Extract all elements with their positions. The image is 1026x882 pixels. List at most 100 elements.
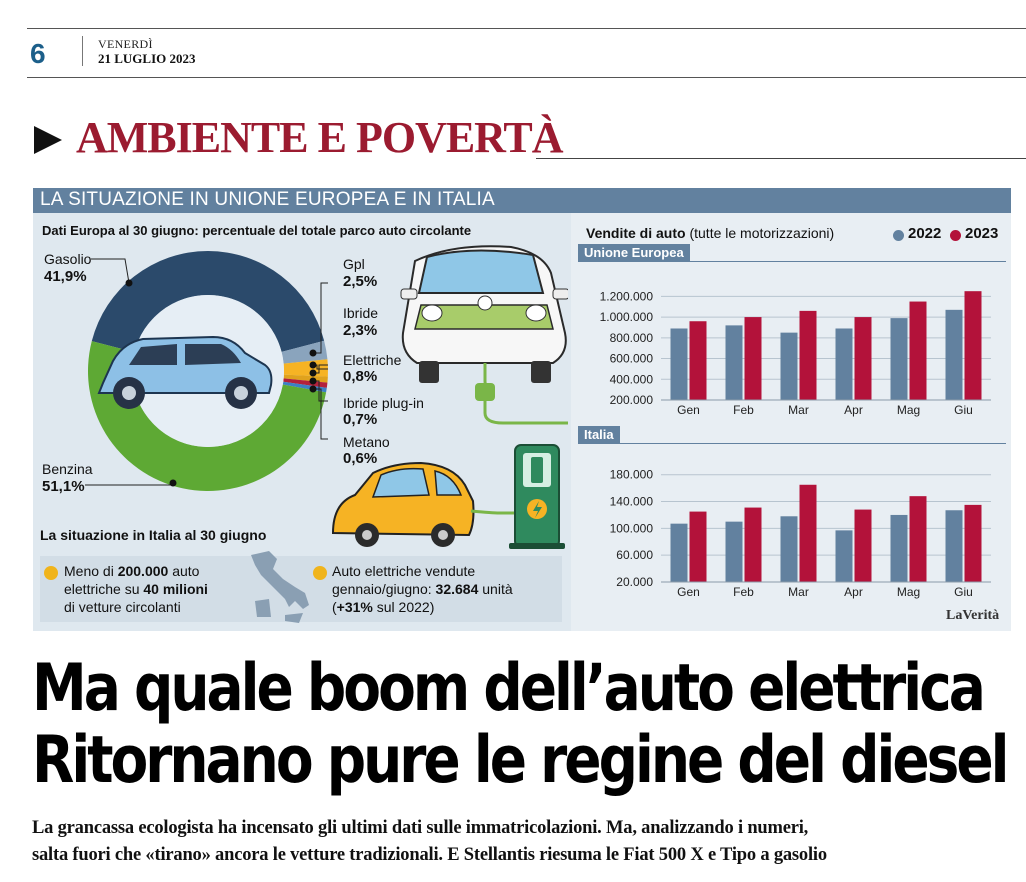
bar-2023-gen [689, 511, 707, 582]
infographic-header-bar [33, 188, 1011, 213]
bar-2023-giu [964, 504, 982, 582]
bullet-dot-icon [313, 566, 327, 580]
fuel-label-gpl: Gpl [343, 256, 365, 272]
bar-2023-mag [909, 496, 927, 582]
donut-slice-ibride-plug-in [283, 378, 328, 388]
italy-map-icon [251, 551, 309, 623]
bar-2022-feb [725, 521, 743, 582]
bar-2023-apr [854, 317, 872, 400]
x-tick-label: Mar [788, 585, 809, 599]
y-tick-label: 400.000 [610, 372, 654, 386]
italy-boxes-bg [40, 556, 562, 622]
y-tick-label: 60.000 [616, 548, 653, 562]
sales-title: Vendite di auto (tutte le motorizzazioni… [586, 225, 834, 241]
bar-2023-gen [689, 321, 707, 400]
italy-fact-2: Auto elettriche vendute gennaio/giugno: … [332, 562, 513, 616]
y-tick-label: 100.000 [610, 521, 654, 535]
bar-2023-feb [744, 317, 762, 400]
legend-label-2022: 2022 [908, 225, 942, 242]
bar-2023-feb [744, 507, 762, 582]
italy-fact-2-text: unità [478, 581, 513, 597]
x-tick-label: Gen [677, 403, 700, 417]
x-tick-label: Apr [844, 585, 863, 599]
italy-fact-1-text: elettriche su [64, 581, 144, 597]
bar-2022-giu [945, 309, 963, 400]
x-tick-label: Mag [897, 403, 920, 417]
donut-slice-gpl [281, 340, 328, 364]
callout-dots [125, 279, 317, 487]
italy-fact-1-number: 40 milioni [143, 581, 208, 597]
issue-date: 21 LUGLIO 2023 [98, 51, 196, 66]
subheadline-line-2: salta fuori che «tirano» ancora le vettu… [32, 845, 827, 865]
fuel-value-elettriche: 0,8% [343, 368, 378, 385]
italy-fact-2-number: 32.684 [435, 581, 479, 597]
electric-car-front-illustration [400, 245, 568, 425]
bar-2022-apr [835, 328, 853, 400]
y-tick-label: 1.000.000 [600, 310, 654, 324]
y-tick-label: 20.000 [616, 575, 653, 589]
italy-fact-1-text: auto [168, 563, 200, 579]
subheadline-line-1: La grancassa ecologista ha incensato gli… [32, 818, 809, 838]
italy-fact-2-text: Auto elettriche vendute [332, 563, 476, 579]
fuel-label-benzina: Benzina [42, 461, 93, 477]
italy-fact-2-text: gennaio/giugno: [332, 581, 436, 597]
x-tick-label: Mag [897, 585, 920, 599]
fuel-value-ibride-plug-in: 0,7% [343, 411, 378, 428]
bar-2023-mag [909, 301, 927, 400]
brand-logo: LaVerità [946, 608, 1000, 623]
italy-title: La situazione in Italia al 30 giugno [40, 527, 267, 543]
fuel-label-metano: Metano [343, 434, 390, 450]
y-tick-label: 180.000 [610, 468, 654, 482]
headline-line-2: Ritornano pure le regine del diesel [32, 722, 1010, 798]
bar-2022-giu [945, 510, 963, 582]
fuel-value-ibride: 2,3% [343, 322, 378, 339]
bar-2023-mar [799, 484, 817, 582]
x-tick-label: Gen [677, 585, 700, 599]
x-tick-label: Giu [954, 585, 973, 599]
chart-tag-italia: Italia [578, 426, 620, 443]
bar-2022-gen [670, 328, 688, 400]
italy-fact-1-text: di vetture circolanti [64, 599, 181, 615]
y-tick-label: 140.000 [610, 495, 654, 509]
bar-2022-feb [725, 325, 743, 400]
bar-2023-apr [854, 509, 872, 582]
section-title: AMBIENTE E POVERTÀ [76, 113, 564, 162]
fuel-label-ibride: Ibride [343, 305, 379, 321]
bar-2022-mag [890, 318, 908, 400]
fuel-label-elettriche: Elettriche [343, 352, 402, 368]
x-tick-label: Giu [954, 403, 973, 417]
fuel-value-gasolio: 41,9% [44, 268, 87, 285]
italy-fact-2-number: +31% [336, 599, 373, 615]
chart-tag-italia-rule [578, 443, 1006, 444]
donut-title: Dati Europa al 30 giugno: percentuale de… [42, 223, 472, 238]
headline-line-1: Ma quale boom dell’auto elettrica [32, 650, 986, 726]
donut-slice-benzina [88, 341, 327, 491]
donut-slice-gasolio [91, 251, 325, 353]
section-arrow-icon [34, 126, 62, 154]
chart-tag-ue: Unione Europea [578, 244, 690, 261]
charging-station-illustration [509, 444, 565, 549]
y-tick-label: 1.200.000 [600, 289, 654, 303]
bar-2022-mag [890, 514, 908, 582]
x-tick-label: Feb [733, 403, 754, 417]
infographic-header: LA SITUAZIONE IN UNIONE EUROPEA E IN ITA… [40, 189, 495, 210]
fuel-label-ibride-plug-in: Ibride plug-in [343, 395, 424, 411]
bar-2022-gen [670, 523, 688, 582]
fuel-value-gpl: 2,5% [343, 273, 378, 290]
bar-2023-giu [964, 291, 982, 400]
fuel-donut-area [40, 245, 568, 623]
electric-car-side-illustration [331, 461, 515, 547]
y-tick-label: 800.000 [610, 331, 654, 345]
y-tick-label: 200.000 [610, 393, 654, 407]
bar-chart-ue: 1.200.000 1.000.000 800.000 600.000 400.000 2… [600, 289, 991, 417]
masthead-divider [82, 36, 83, 66]
bar-chart-italia: 180.000 140.000 100.000 60.000 20.000 Gen Feb M… [610, 468, 991, 599]
bar-2022-mar [780, 516, 798, 582]
x-tick-label: Mar [788, 403, 809, 417]
italy-fact-2-text: ( [332, 599, 337, 615]
fuel-value-metano: 0,6% [343, 450, 378, 467]
bar-2022-mar [780, 332, 798, 400]
italy-fact-1: Meno di 200.000 auto elettriche su 40 mi… [64, 562, 208, 616]
bar-2022-apr [835, 530, 853, 582]
bullet-dot-icon [44, 566, 58, 580]
